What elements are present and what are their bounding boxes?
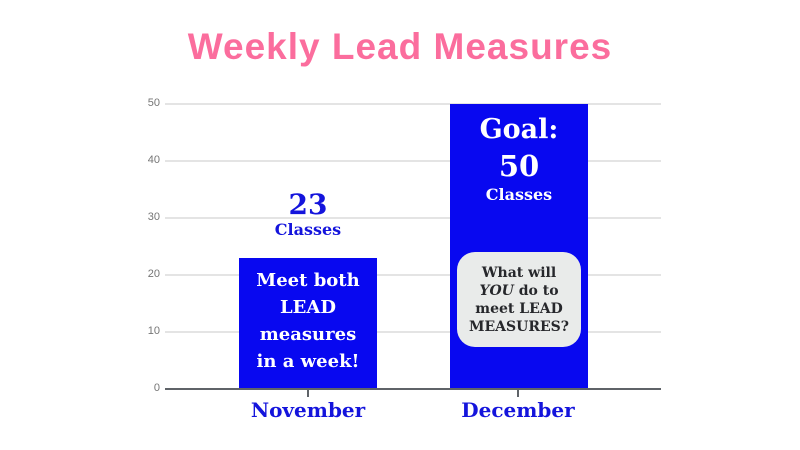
gridline-30 [165, 217, 661, 219]
gridline-50 [165, 103, 661, 105]
y-tick-label-10: 10 [147, 325, 160, 337]
y-tick-label-30: 30 [147, 211, 160, 223]
x-label-november: November [250, 398, 366, 422]
x-label-december: December [461, 398, 575, 422]
x-axis-line [165, 388, 661, 390]
bubble-text-after: do to meet LEAD MEASURES? [469, 283, 569, 335]
y-tick-label-50: 50 [147, 97, 160, 109]
november-value: 23 [288, 188, 328, 221]
gridline-10 [165, 331, 661, 333]
x-tick-december [517, 389, 519, 397]
bar-november: Meet both LEAD measures in a week! [239, 257, 377, 389]
gridline-20 [165, 274, 661, 276]
goal-unit: Classes [485, 185, 553, 204]
x-tick-november [307, 389, 309, 397]
november-value-callout: 23 Classes [239, 189, 377, 240]
goal-value: 50 [498, 149, 540, 183]
november-unit: Classes [274, 220, 342, 239]
y-tick-label-0: 0 [153, 382, 160, 394]
goal-label: Goal: [479, 114, 559, 145]
chart-title: Weekly Lead Measures [187, 26, 613, 67]
bubble-text-italic: YOU [479, 283, 514, 299]
y-tick-label-40: 40 [147, 154, 160, 166]
speech-bubble: What will YOU do to meet LEAD MEASURES? [457, 252, 581, 347]
bubble-text-before: What will [481, 265, 557, 281]
bar-december: Goal: 50 Classes What will YOU do to mee… [450, 104, 588, 389]
gridline-40 [165, 160, 661, 162]
december-goal-block: Goal: 50 Classes [450, 112, 588, 206]
november-bar-message: Meet both LEAD measures in a week! [256, 269, 360, 372]
y-tick-label-20: 20 [147, 268, 160, 280]
